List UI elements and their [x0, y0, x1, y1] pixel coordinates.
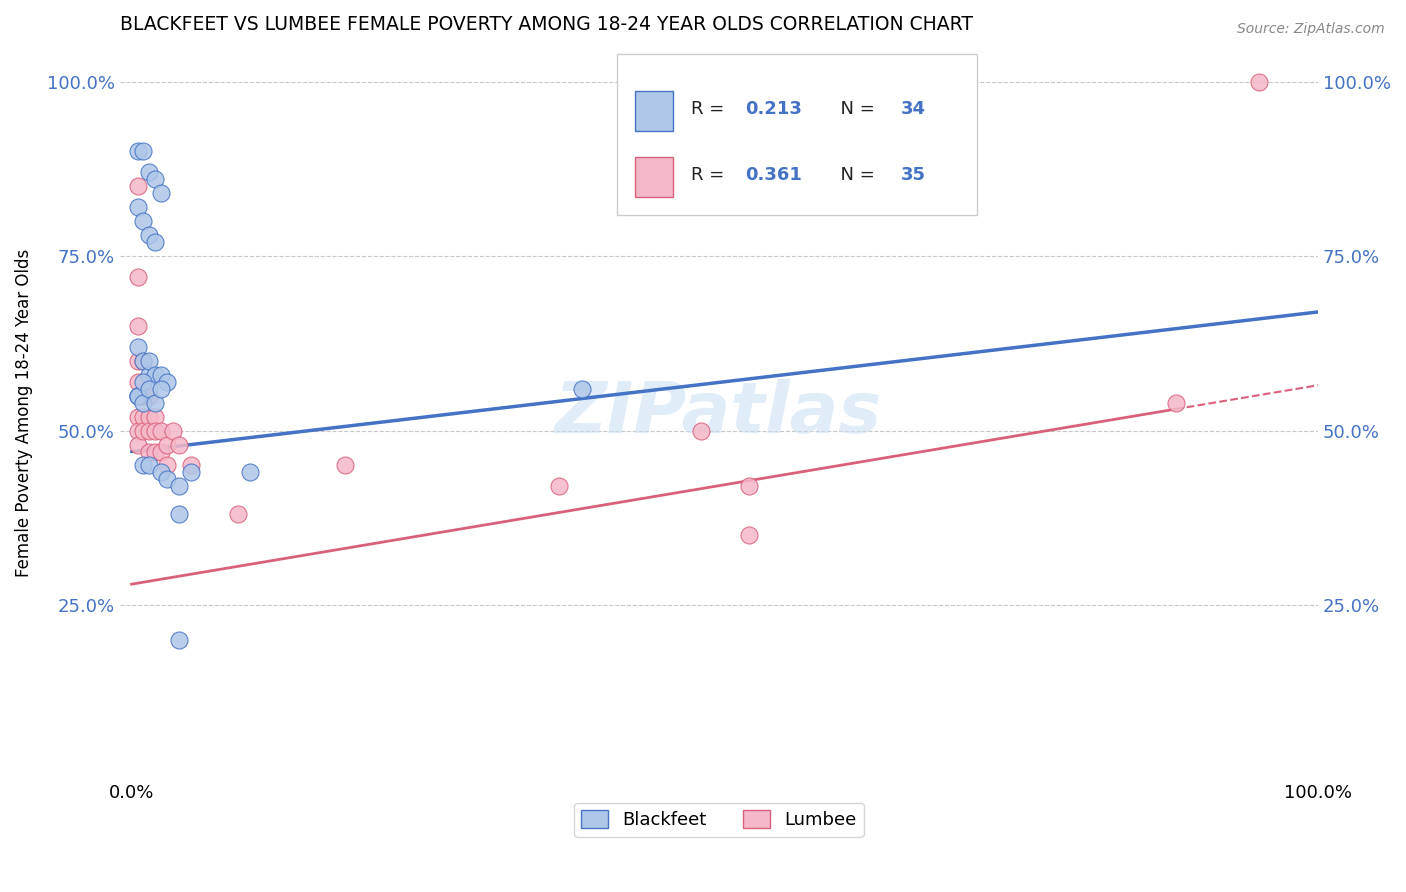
Point — [690, 424, 713, 438]
Point — [150, 368, 173, 382]
Point — [143, 424, 166, 438]
Point — [132, 458, 155, 473]
FancyBboxPatch shape — [636, 157, 673, 197]
Text: R =: R = — [692, 100, 730, 118]
Point — [156, 437, 179, 451]
Point — [138, 382, 160, 396]
Point — [132, 389, 155, 403]
Point — [132, 409, 155, 424]
Point — [1247, 74, 1270, 88]
Point — [143, 395, 166, 409]
Point — [127, 353, 149, 368]
Point — [138, 368, 160, 382]
Point — [127, 389, 149, 403]
Point — [138, 228, 160, 243]
Point — [167, 632, 190, 647]
Point — [138, 409, 160, 424]
Point — [737, 479, 759, 493]
Point — [239, 466, 262, 480]
Point — [132, 424, 155, 438]
Point — [127, 145, 149, 159]
Point — [127, 270, 149, 285]
Point — [1164, 395, 1187, 409]
Point — [138, 165, 160, 179]
Point — [138, 424, 160, 438]
Point — [156, 458, 179, 473]
Point — [228, 508, 250, 522]
Point — [547, 479, 569, 493]
Text: N =: N = — [830, 166, 880, 184]
FancyBboxPatch shape — [636, 91, 673, 131]
Point — [150, 382, 173, 396]
Point — [132, 375, 155, 389]
Point — [132, 353, 155, 368]
Text: BLACKFEET VS LUMBEE FEMALE POVERTY AMONG 18-24 YEAR OLDS CORRELATION CHART: BLACKFEET VS LUMBEE FEMALE POVERTY AMONG… — [120, 15, 973, 34]
Point — [132, 395, 155, 409]
Point — [180, 466, 202, 480]
Point — [127, 389, 149, 403]
Point — [127, 340, 149, 354]
Point — [335, 458, 357, 473]
Text: N =: N = — [830, 100, 880, 118]
Point — [167, 437, 190, 451]
Text: ZIPatlas: ZIPatlas — [555, 378, 883, 448]
Text: 35: 35 — [901, 166, 927, 184]
Point — [156, 473, 179, 487]
Point — [167, 479, 190, 493]
Point — [138, 389, 160, 403]
Point — [138, 353, 160, 368]
Text: Source: ZipAtlas.com: Source: ZipAtlas.com — [1237, 22, 1385, 37]
Point — [127, 424, 149, 438]
Point — [150, 444, 173, 458]
Point — [127, 375, 149, 389]
Point — [127, 318, 149, 333]
Point — [127, 409, 149, 424]
Legend: Blackfeet, Lumbee: Blackfeet, Lumbee — [574, 803, 865, 837]
Point — [132, 353, 155, 368]
Point — [127, 437, 149, 451]
Point — [138, 458, 160, 473]
Point — [127, 179, 149, 194]
Point — [150, 186, 173, 201]
Text: R =: R = — [692, 166, 730, 184]
Point — [156, 375, 179, 389]
Point — [143, 172, 166, 186]
Text: 0.361: 0.361 — [745, 166, 803, 184]
Point — [143, 368, 166, 382]
FancyBboxPatch shape — [617, 54, 977, 215]
Point — [127, 200, 149, 214]
Point — [138, 444, 160, 458]
Point — [143, 235, 166, 249]
Point — [132, 214, 155, 228]
Point — [162, 424, 184, 438]
Point — [150, 466, 173, 480]
Point — [180, 458, 202, 473]
Y-axis label: Female Poverty Among 18-24 Year Olds: Female Poverty Among 18-24 Year Olds — [15, 249, 32, 577]
Point — [571, 382, 593, 396]
Point — [150, 424, 173, 438]
Point — [167, 508, 190, 522]
Point — [143, 444, 166, 458]
Point — [143, 409, 166, 424]
Point — [132, 145, 155, 159]
Text: 34: 34 — [901, 100, 927, 118]
Text: 0.213: 0.213 — [745, 100, 803, 118]
Point — [737, 528, 759, 542]
Point — [127, 389, 149, 403]
